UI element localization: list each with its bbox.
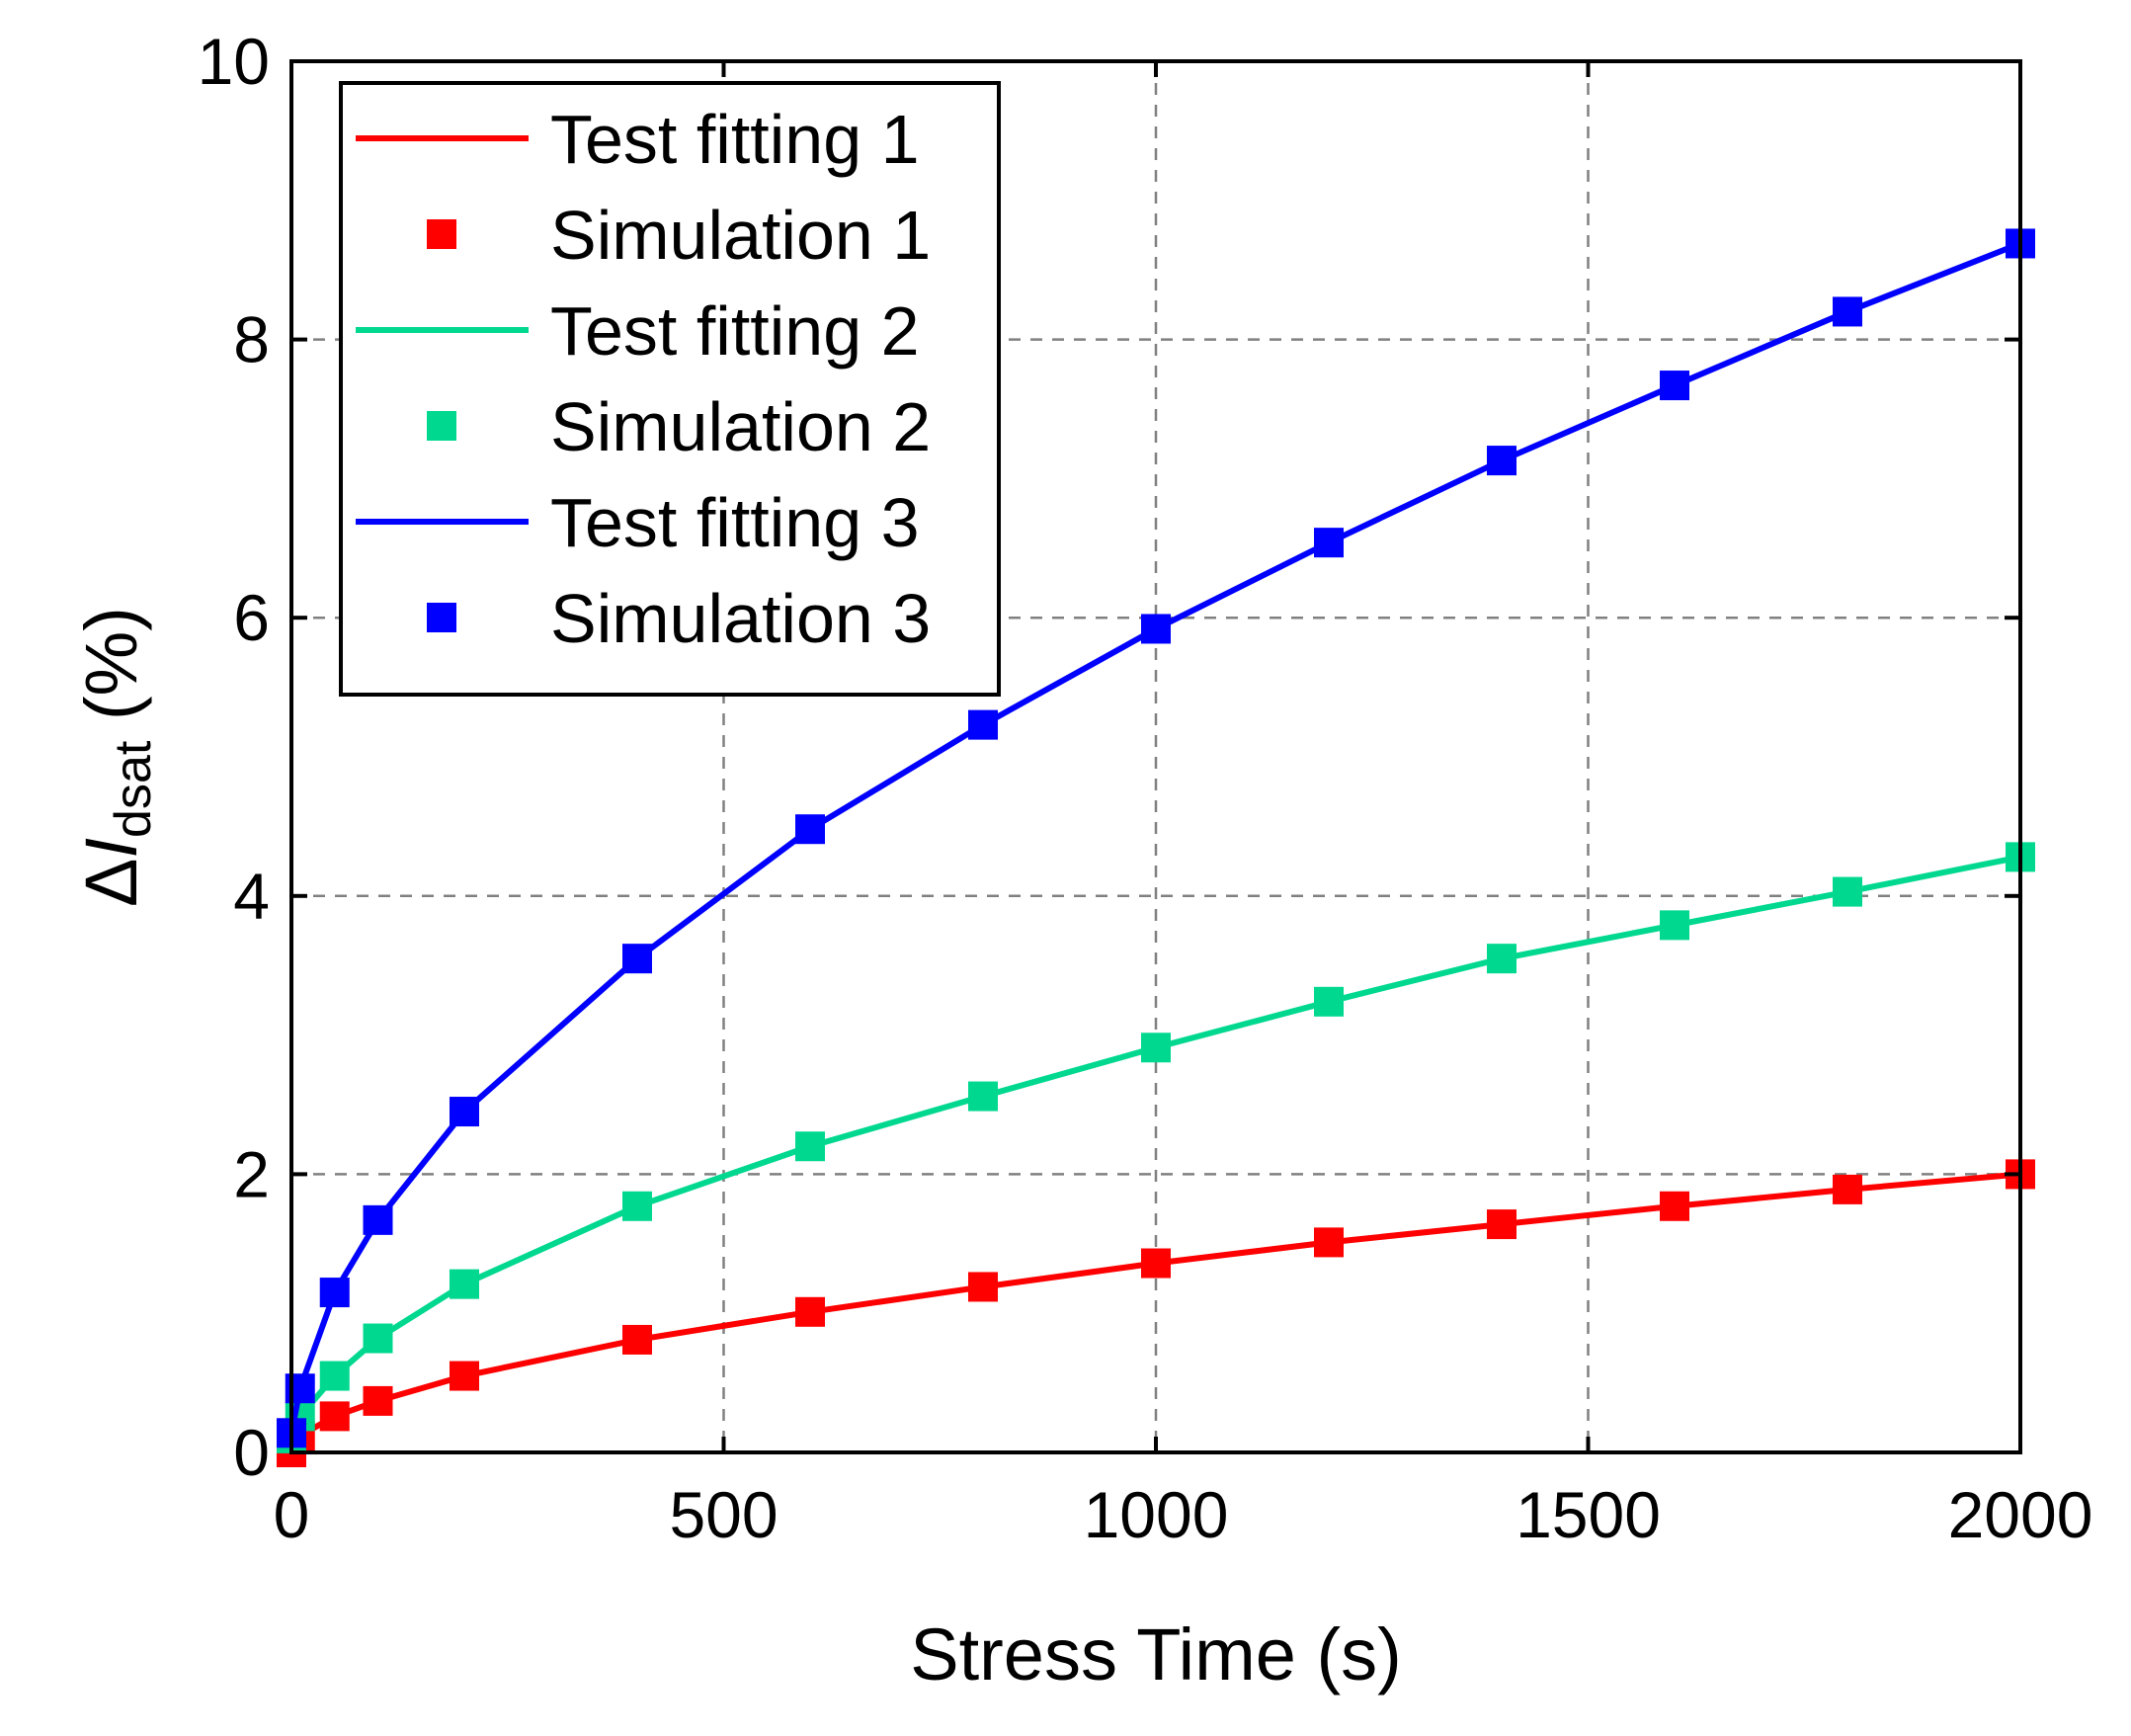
data-point <box>319 1401 350 1432</box>
data-point <box>968 1272 998 1302</box>
data-point <box>363 1385 393 1416</box>
legend-label: Simulation 3 <box>550 580 931 657</box>
data-point <box>622 1191 652 1221</box>
y-axis-title: ΔIdsat (%) <box>70 607 162 907</box>
data-point <box>1141 1248 1171 1279</box>
y-tick-label: 0 <box>233 1416 270 1489</box>
data-point <box>363 1204 393 1235</box>
legend-marker-swatch <box>427 219 456 249</box>
data-point <box>1314 528 1344 558</box>
x-tick-label: 1000 <box>1084 1478 1229 1551</box>
data-point <box>622 1324 652 1355</box>
data-point <box>319 1361 350 1391</box>
legend: Test fitting 1 Simulation 1 Test fitting 2… <box>339 81 1001 697</box>
legend-marker-swatch <box>427 603 456 632</box>
legend-item: Simulation 3 <box>427 580 931 657</box>
data-point <box>1660 371 1689 401</box>
data-point <box>363 1323 393 1354</box>
legend-label: Simulation 2 <box>550 388 931 465</box>
data-point <box>1660 910 1689 941</box>
y-axis-title-variable: I <box>70 838 152 859</box>
data-point <box>1314 1227 1344 1258</box>
legend-item: Simulation 2 <box>427 388 931 465</box>
data-point <box>1660 1191 1689 1221</box>
y-axis-title-delta: Δ <box>70 859 152 907</box>
legend-label: Test fitting 1 <box>550 101 920 178</box>
y-tick-label: 4 <box>233 860 270 933</box>
data-point <box>1487 944 1516 974</box>
data-point <box>319 1278 350 1308</box>
legend-label: Test fitting 3 <box>550 484 920 561</box>
x-tick-label: 2000 <box>1948 1478 2093 1551</box>
legend-frame <box>339 81 1001 697</box>
data-point <box>1487 446 1516 476</box>
y-tick-label: 2 <box>233 1137 270 1210</box>
y-axis-title-unit: (%) <box>70 607 152 741</box>
data-point <box>1833 296 1862 327</box>
legend-label: Simulation 1 <box>550 197 931 274</box>
y-tick-label: 6 <box>233 581 270 654</box>
legend-label: Test fitting 2 <box>550 292 920 370</box>
series-layer <box>277 228 2035 1467</box>
y-tick-label: 10 <box>198 25 270 98</box>
legend-marker-swatch <box>427 411 456 441</box>
legend-item: Test fitting 3 <box>356 484 920 561</box>
y-tick-label: 8 <box>233 303 270 376</box>
y-axis-title-subscript: dsat <box>105 740 162 838</box>
legend-item: Test fitting 1 <box>356 101 920 178</box>
data-point <box>1141 614 1171 644</box>
data-point <box>1487 1209 1516 1240</box>
axis-ticks: 0 500 1000 1500 2000 0 2 4 6 8 10 <box>198 25 2093 1551</box>
data-point <box>450 1097 479 1127</box>
data-point <box>622 944 652 974</box>
series-2 <box>277 1159 2035 1467</box>
data-point <box>1833 1174 1862 1204</box>
data-point <box>1833 876 1862 907</box>
data-point <box>795 814 825 845</box>
x-tick-label: 1500 <box>1516 1478 1661 1551</box>
x-axis-title: Stress Time (s) <box>910 1613 1401 1695</box>
data-point <box>795 1131 825 1162</box>
data-point <box>450 1269 479 1299</box>
data-point <box>450 1361 479 1391</box>
data-point <box>795 1296 825 1327</box>
legend-item: Test fitting 2 <box>356 292 920 370</box>
data-point <box>968 709 998 740</box>
data-point <box>1141 1033 1171 1063</box>
x-tick-label: 0 <box>274 1478 310 1551</box>
data-point <box>968 1081 998 1112</box>
legend-item: Simulation 1 <box>427 197 931 274</box>
x-tick-label: 500 <box>669 1478 778 1551</box>
data-point <box>1314 986 1344 1017</box>
